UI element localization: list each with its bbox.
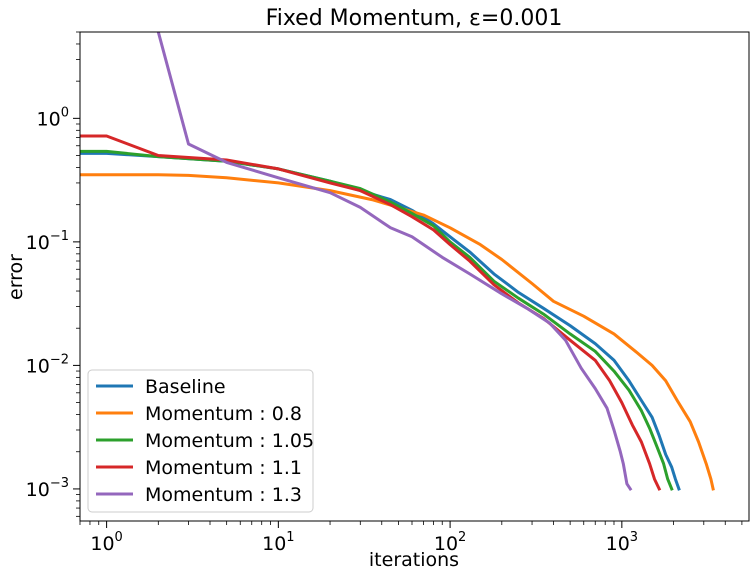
x-tick-label-1: 101 <box>262 530 294 555</box>
series-line-1 <box>80 173 715 491</box>
legend: Baseline Momentum : 0.8 Momentum : 1.05 Mom… <box>87 369 314 513</box>
chart-title: Fixed Momentum, ε=0.001 <box>266 6 563 31</box>
y-axis-label: error <box>5 254 27 300</box>
legend-label-0: Baseline <box>145 376 226 398</box>
legend-label-4: Momentum : 1.3 <box>145 484 302 506</box>
x-tick-label-0: 100 <box>90 530 122 555</box>
series-line-3 <box>80 134 662 491</box>
plot-frame <box>79 31 750 522</box>
x-tick-label-3: 103 <box>606 530 638 555</box>
y-tick-label-3: 100 <box>37 105 69 130</box>
legend-label-2: Momentum : 1.05 <box>145 430 314 452</box>
y-tick-label-0: 10−3 <box>26 476 69 501</box>
legend-box <box>87 369 314 513</box>
y-tick-label-1: 10−2 <box>26 352 69 377</box>
x-axis-label: iterations <box>369 549 459 571</box>
series-line-4 <box>156 32 633 491</box>
y-tick-label-2: 10−1 <box>26 229 69 254</box>
x-tick-label-2: 102 <box>434 530 466 555</box>
legend-label-1: Momentum : 0.8 <box>145 403 302 425</box>
legend-label-3: Momentum : 1.1 <box>145 457 302 479</box>
